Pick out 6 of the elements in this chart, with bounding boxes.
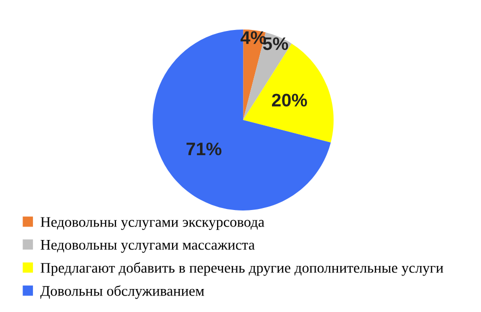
data-label: 71% [186, 142, 222, 156]
legend-label: Довольны обслуживанием [40, 285, 204, 299]
legend-label: Недовольны услугами экскурсовода [40, 217, 264, 230]
data-label: 20% [272, 94, 308, 106]
legend-label: Предлагают добавить в перечень другие дополнительные услуги [40, 262, 444, 276]
legend-label: Недовольны услугами массажиста [40, 240, 255, 253]
